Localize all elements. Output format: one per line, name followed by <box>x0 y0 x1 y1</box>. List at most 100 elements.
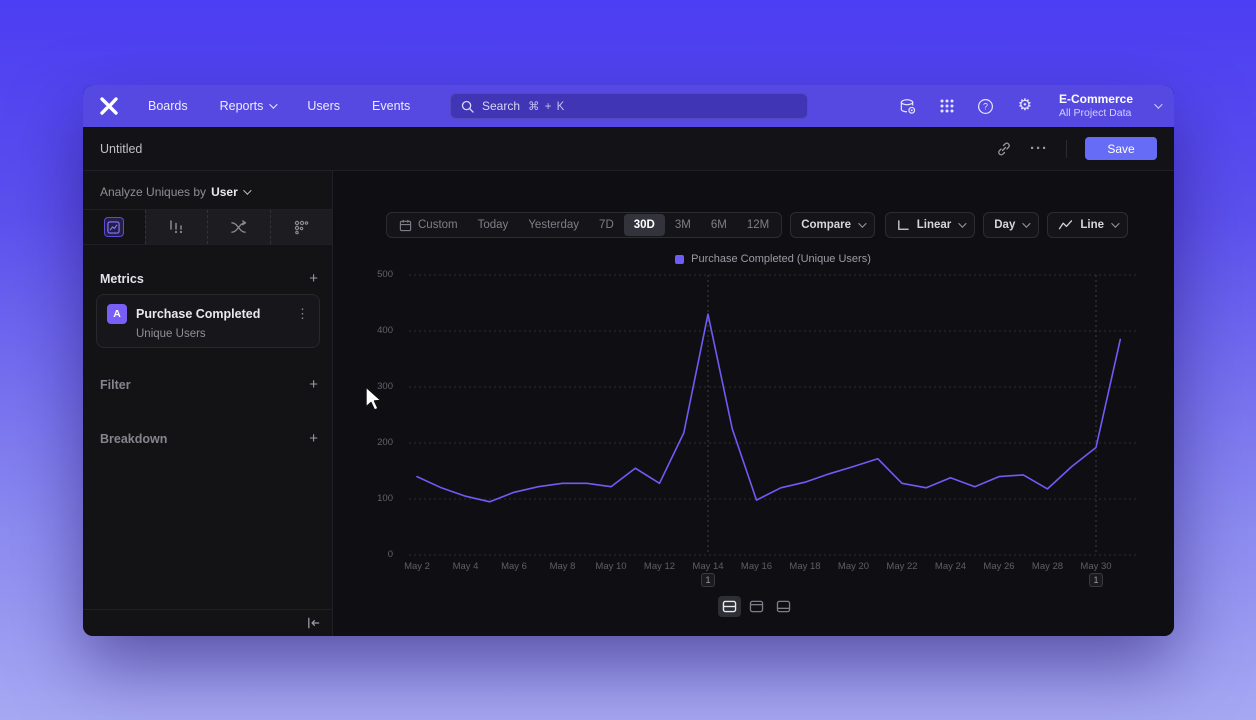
nav-item-label: Reports <box>219 99 264 113</box>
flows-arrows-icon <box>231 219 247 233</box>
metrics-section-header: Metrics + <box>100 270 318 287</box>
more-options-button[interactable]: ··· <box>1030 140 1048 157</box>
chart-type-select[interactable]: Line <box>1047 212 1128 238</box>
granularity-select[interactable]: Day <box>983 212 1040 238</box>
y-axis-tick: 500 <box>377 269 393 280</box>
range-yesterday[interactable]: Yesterday <box>528 219 580 231</box>
report-type-tabs <box>83 209 332 245</box>
sidebar-footer <box>83 609 332 636</box>
analyze-prefix: Analyze Uniques by <box>100 185 207 199</box>
search-placeholder: Search <box>482 99 521 113</box>
project-name: E-Commerce <box>1058 91 1133 106</box>
range-custom[interactable]: Custom <box>389 214 468 236</box>
x-axis-tick: May 20 <box>837 561 870 572</box>
x-axis-tick: May 28 <box>1031 561 1064 572</box>
nav-item-users[interactable]: Users <box>307 99 340 113</box>
chevron-down-icon <box>1154 100 1163 109</box>
chart-area: Purchase Completed (Unique Users) 0 100 20… <box>333 171 1174 636</box>
legend-swatch <box>675 254 685 264</box>
legend-label: Purchase Completed (Unique Users) <box>691 253 871 265</box>
metric-letter-badge: A <box>107 304 127 324</box>
x-axis-tick: May 16 <box>740 561 773 572</box>
nav-item-reports[interactable]: Reports <box>219 99 279 113</box>
filter-section-header: Filter + <box>100 376 318 393</box>
x-axis-tick: May 6 <box>501 561 527 572</box>
tab-retention[interactable] <box>269 210 332 244</box>
apps-grid-icon[interactable] <box>938 97 956 115</box>
granularity-label: Day <box>994 219 1016 231</box>
range-label: Custom <box>418 219 458 231</box>
view-toggle-table-icon[interactable] <box>772 596 795 617</box>
svg-text:?: ? <box>983 101 988 111</box>
range-30d[interactable]: 30D <box>623 214 665 236</box>
project-scope: All Project Data <box>1058 106 1132 119</box>
tab-insights[interactable] <box>83 210 145 244</box>
search-input[interactable]: Search ⌘ + K <box>450 93 808 119</box>
analyze-value[interactable]: User <box>211 185 238 199</box>
calendar-icon <box>399 219 412 231</box>
chart-legend[interactable]: Purchase Completed (Unique Users) <box>403 253 1143 265</box>
axis-icon <box>897 219 909 230</box>
view-toggle-chart-icon[interactable] <box>745 596 768 617</box>
x-axis-tick: May 10 <box>595 561 627 572</box>
data-management-icon[interactable] <box>899 97 917 115</box>
mouse-cursor <box>365 386 382 411</box>
annotation-badge[interactable]: 1 <box>701 573 715 587</box>
y-axis-tick: 0 <box>387 549 393 560</box>
range-3m[interactable]: 3M <box>674 219 691 231</box>
divider <box>1066 139 1067 158</box>
nav-item-events[interactable]: Events <box>372 99 410 113</box>
app-window: Boards Reports Users Events Search ⌘ + K <box>83 85 1174 636</box>
report-title[interactable]: Untitled <box>100 141 143 156</box>
compare-button[interactable]: Compare <box>790 212 876 238</box>
metric-aggregation[interactable]: Unique Users <box>136 328 206 340</box>
compare-label: Compare <box>801 219 852 231</box>
query-builder-sidebar: Analyze Uniques by User <box>83 171 333 636</box>
x-axis-tick: May 30 <box>1080 561 1112 572</box>
x-axis-tick: May 26 <box>983 561 1015 572</box>
nav-right-cluster: ? ⚙ E-Commerce All Project Data <box>899 85 1163 127</box>
analyze-selector[interactable]: Analyze Uniques by User <box>100 185 252 199</box>
breakdown-title: Breakdown <box>100 431 168 446</box>
share-link-icon[interactable] <box>996 141 1012 157</box>
search-icon <box>461 100 474 113</box>
chevron-down-icon <box>242 186 252 195</box>
collapse-sidebar-icon[interactable] <box>306 616 321 630</box>
project-selector[interactable]: E-Commerce All Project Data <box>1059 92 1133 120</box>
top-nav: Boards Reports Users Events Search ⌘ + K <box>83 85 1174 127</box>
breakdown-section-header: Breakdown + <box>100 430 318 447</box>
funnel-bars-icon <box>170 220 183 234</box>
metric-card[interactable]: A Purchase Completed ⋮ Unique Users <box>96 294 320 348</box>
line-chart[interactable] <box>403 270 1143 560</box>
help-icon[interactable]: ? <box>977 97 995 115</box>
filter-title: Filter <box>100 377 131 392</box>
add-breakdown-button[interactable]: + <box>309 430 318 447</box>
x-axis-tick: May 4 <box>452 561 479 572</box>
annotation-badge[interactable]: 1 <box>1089 573 1103 587</box>
tab-funnels[interactable] <box>144 210 207 244</box>
metric-kebab-menu-icon[interactable]: ⋮ <box>296 306 309 321</box>
insights-chart-icon <box>103 217 124 237</box>
range-12m[interactable]: 12M <box>746 219 770 231</box>
view-toggle-split-icon[interactable] <box>718 596 741 617</box>
save-button[interactable]: Save <box>1085 137 1157 160</box>
mixpanel-logo-icon[interactable] <box>98 95 120 117</box>
chart-controls: Custom Today Yesterday 7D 30D 3M 6M 12M … <box>386 212 1128 238</box>
add-metric-button[interactable]: + <box>309 270 318 287</box>
nav-menu: Boards Reports Users Events <box>148 99 410 113</box>
date-range-segmented-control: Custom Today Yesterday 7D 30D 3M 6M 12M <box>386 212 783 238</box>
metric-event-name[interactable]: Purchase Completed <box>136 307 261 321</box>
range-7d[interactable]: 7D <box>599 219 614 231</box>
scale-select[interactable]: Linear <box>884 212 976 238</box>
settings-gear-icon[interactable]: ⚙ <box>1017 97 1033 114</box>
scale-label: Linear <box>916 219 952 231</box>
range-today[interactable]: Today <box>477 219 509 231</box>
chart-type-label: Line <box>1080 219 1104 231</box>
add-filter-button[interactable]: + <box>309 376 318 393</box>
nav-item-boards[interactable]: Boards <box>148 99 188 113</box>
x-axis-tick: May 22 <box>886 561 918 572</box>
retention-dots-icon <box>295 220 309 235</box>
tab-flows[interactable] <box>207 210 270 244</box>
range-6m[interactable]: 6M <box>710 219 727 231</box>
